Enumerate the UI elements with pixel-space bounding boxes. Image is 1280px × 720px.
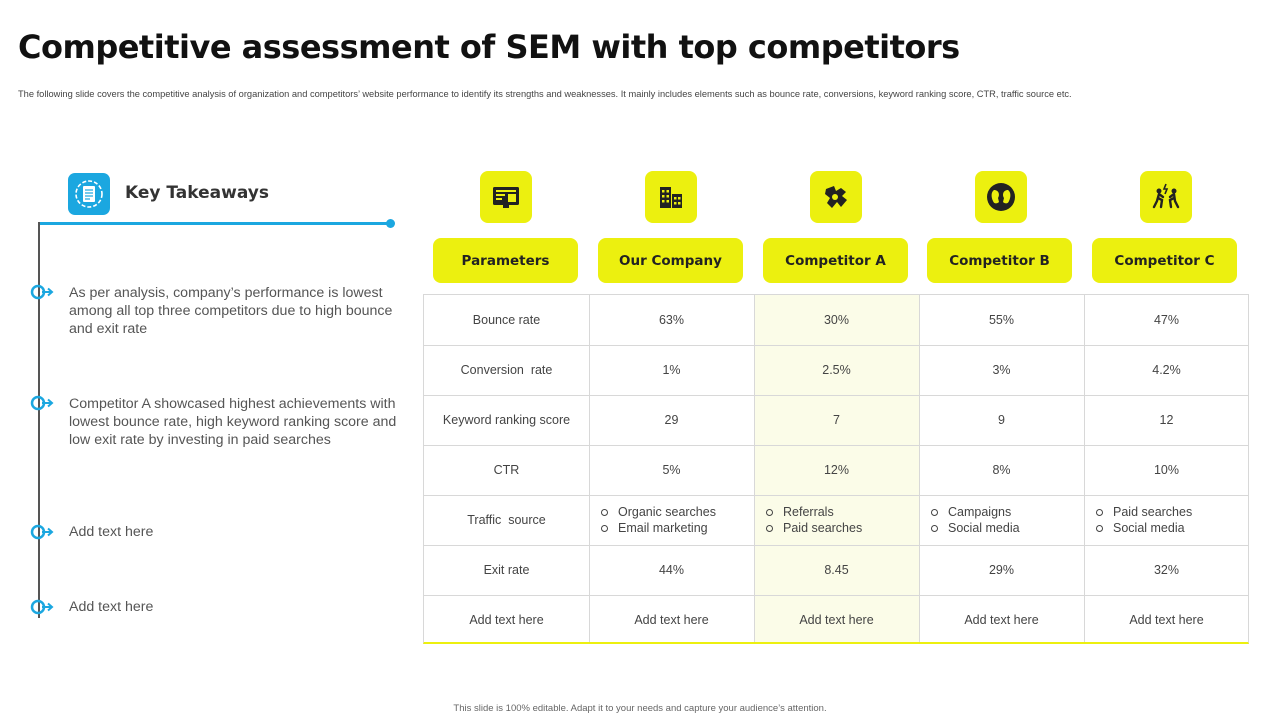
table-cell: Add text here [799,613,874,627]
table-cell: 55% [988,313,1015,327]
list-item: Social media [1094,520,1185,536]
traffic-source-list: Campaigns Social media [919,495,1084,545]
table-cell: Exit rate [483,563,530,577]
table-cell: 29 [664,413,679,427]
footer-note: This slide is 100% editable. Adapt it to… [453,703,827,714]
competition-icon [1140,171,1192,223]
table-cell: 47% [1153,313,1180,327]
heads-icon [975,171,1027,223]
table-cell: Add text here [634,613,709,627]
table-cell: 1% [662,363,681,377]
table-cell: 44% [658,563,685,577]
table-cell: 2.5% [822,363,851,377]
column-header-parameters: Parameters [433,238,578,283]
timeline-line [38,222,40,618]
table-cell: 7 [833,413,840,427]
column-header-competitor-b: Competitor B [927,238,1072,283]
column-header-competitor-a: Competitor A [763,238,908,283]
takeaway-4: Add text here [69,599,154,615]
list-item: Campaigns [929,504,1011,520]
comparison-table: Bounce rate 63% 30% 55% 47% Conversion r… [423,294,1249,644]
table-cell: 8.45 [824,563,849,577]
list-item: Email marketing [599,520,708,536]
table-cell: Add text here [1129,613,1204,627]
takeaway-3: Add text here [69,524,154,540]
table-cell: 12% [823,463,850,477]
competitor-a-highlight [754,295,919,642]
table-cell: 5% [662,463,681,477]
column-header-competitor-c: Competitor C [1092,238,1237,283]
list-item: Social media [929,520,1020,536]
table-cell: Bounce rate [472,313,541,327]
buildings-icon [645,171,697,223]
takeaway-1: As per analysis, company’s performance i… [69,285,393,337]
bullet-arrow-icon [30,284,54,300]
table-cell: 10% [1153,463,1180,477]
table-cell: Conversion rate [460,363,553,377]
page-subtitle: The following slide covers the competiti… [18,89,1072,99]
key-takeaways-title: Key Takeaways [125,183,269,203]
traffic-source-list: Organic searches Email marketing [589,495,754,545]
list-item: Referrals [764,504,834,520]
table-cell: 12 [1159,413,1174,427]
takeaway-2: Competitor A showcased highest achieveme… [69,396,397,448]
divider-dot [386,219,395,228]
table-cell: 63% [658,313,685,327]
divider [38,222,390,225]
table-cell: 30% [823,313,850,327]
table-cell: 32% [1153,563,1180,577]
list-item: Paid searches [764,520,862,536]
puzzle-icon [810,171,862,223]
table-cell: Add text here [469,613,544,627]
traffic-source-list: Referrals Paid searches [754,495,919,545]
table-cell: 9 [998,413,1005,427]
bullet-arrow-icon [30,524,54,540]
bullet-arrow-icon [30,395,54,411]
list-item: Organic searches [599,504,716,520]
document-icon [68,173,110,215]
table-cell: 4.2% [1152,363,1181,377]
table-cell: 29% [988,563,1015,577]
table-cell: CTR [493,463,520,477]
page-title: Competitive assessment of SEM with top c… [18,28,960,66]
table-cell: Traffic source [467,513,546,527]
monitor-icon [480,171,532,223]
bullet-arrow-icon [30,599,54,615]
column-header-our-company: Our Company [598,238,743,283]
traffic-source-list: Paid searches Social media [1084,495,1249,545]
table-cell: Keyword ranking score [442,413,571,427]
table-cell: 8% [992,463,1011,477]
table-cell: Add text here [964,613,1039,627]
table-cell: 3% [992,363,1011,377]
list-item: Paid searches [1094,504,1192,520]
